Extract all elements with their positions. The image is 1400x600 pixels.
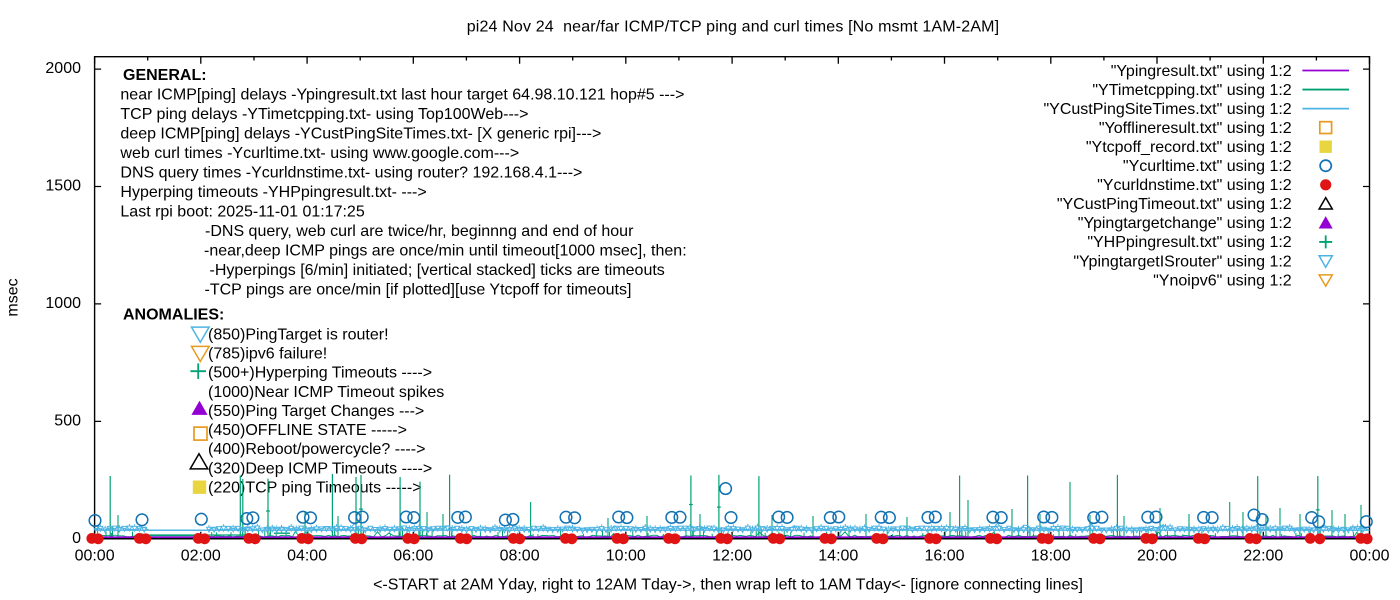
svg-text:"YCustPingSiteTimes.txt" using: "YCustPingSiteTimes.txt" using 1:2 xyxy=(1043,101,1291,118)
svg-text:-DNS query, web curl are twice: -DNS query, web curl are twice/hr, begin… xyxy=(205,223,634,240)
svg-text:18:00: 18:00 xyxy=(1031,548,1071,565)
svg-text:02:00: 02:00 xyxy=(181,548,221,565)
svg-text:22:00: 22:00 xyxy=(1243,548,1283,565)
svg-text:Hyperping timeouts -YHPpingres: Hyperping timeouts -YHPpingresult.txt- -… xyxy=(120,184,426,201)
svg-text:"YTimetcpping.txt" using 1:2: "YTimetcpping.txt" using 1:2 xyxy=(1092,82,1291,99)
svg-text:"YpingtargetISrouter" using 1:: "YpingtargetISrouter" using 1:2 xyxy=(1073,253,1291,270)
svg-text:deep ICMP[ping] delays -YCustP: deep ICMP[ping] delays -YCustPingSiteTim… xyxy=(120,126,601,143)
svg-text:(320)Deep ICMP Timeouts ---->: (320)Deep ICMP Timeouts ----> xyxy=(208,460,432,477)
svg-text:1500: 1500 xyxy=(45,178,81,195)
svg-text:TCP ping delays -YTimetcpping.: TCP ping delays -YTimetcpping.txt- using… xyxy=(120,106,528,123)
svg-text:(785)ipv6 failure!: (785)ipv6 failure! xyxy=(208,345,327,362)
svg-text:14:00: 14:00 xyxy=(818,548,858,565)
svg-text:"Ytcpoff_record.txt" using 1:2: "Ytcpoff_record.txt" using 1:2 xyxy=(1086,139,1292,156)
svg-text:(450)OFFLINE STATE ----->: (450)OFFLINE STATE -----> xyxy=(208,422,407,439)
svg-text:500: 500 xyxy=(54,412,81,429)
svg-text:"Yofflineresult.txt" using 1:2: "Yofflineresult.txt" using 1:2 xyxy=(1099,120,1292,137)
svg-text:(550)Ping Target Changes --->: (550)Ping Target Changes ---> xyxy=(208,403,424,420)
svg-text:GENERAL:: GENERAL: xyxy=(123,67,207,84)
svg-text:"Ycurldnstime.txt" using 1:2: "Ycurldnstime.txt" using 1:2 xyxy=(1097,177,1292,194)
svg-text:-TCP pings are once/min [if pl: -TCP pings are once/min [if plotted][use… xyxy=(205,282,632,299)
svg-text:1000: 1000 xyxy=(45,295,81,312)
svg-text:"Ycurltime.txt" using 1:2: "Ycurltime.txt" using 1:2 xyxy=(1123,158,1292,175)
svg-text:08:00: 08:00 xyxy=(500,548,540,565)
svg-text:"YHPpingresult.txt" using 1:2: "YHPpingresult.txt" using 1:2 xyxy=(1087,234,1291,251)
svg-text:(220)TCP ping Timeouts ----->: (220)TCP ping Timeouts -----> xyxy=(208,480,422,497)
svg-text:12:00: 12:00 xyxy=(712,548,752,565)
svg-text:04:00: 04:00 xyxy=(287,548,327,565)
svg-text:10:00: 10:00 xyxy=(606,548,646,565)
svg-text:near ICMP[ping] delays -Ypingr: near ICMP[ping] delays -Ypingresult.txt … xyxy=(120,87,684,104)
svg-text:06:00: 06:00 xyxy=(393,548,433,565)
svg-text:(500+)Hyperping Timeouts ---->: (500+)Hyperping Timeouts ----> xyxy=(208,365,432,382)
svg-text:msec: msec xyxy=(5,278,22,316)
svg-text:16:00: 16:00 xyxy=(924,548,964,565)
svg-text:DNS query times -Ycurldnstime.: DNS query times -Ycurldnstime.txt- using… xyxy=(120,165,582,182)
svg-text:ANOMALIES:: ANOMALIES: xyxy=(123,307,224,324)
svg-text:"Ypingtargetchange" using 1:2: "Ypingtargetchange" using 1:2 xyxy=(1078,215,1292,232)
svg-text:-near,deep ICMP pings are once: -near,deep ICMP pings are once/min until… xyxy=(204,243,687,260)
svg-text:00:00: 00:00 xyxy=(1349,548,1389,565)
svg-text:"Ypingresult.txt" using 1:2: "Ypingresult.txt" using 1:2 xyxy=(1111,63,1292,80)
svg-text:(1000)Near ICMP Timeout spikes: (1000)Near ICMP Timeout spikes xyxy=(208,384,444,401)
svg-text:Last rpi boot: 2025-11-01 01:1: Last rpi boot: 2025-11-01 01:17:25 xyxy=(120,204,364,221)
svg-text:0: 0 xyxy=(72,530,81,547)
svg-text:(400)Reboot/powercycle? ---->: (400)Reboot/powercycle? ----> xyxy=(208,441,425,458)
svg-text:web curl times -Ycurltime.txt-: web curl times -Ycurltime.txt- using www… xyxy=(119,145,519,162)
svg-text:<-START at 2AM Yday, right to: <-START at 2AM Yday, right to 12AM Tday-… xyxy=(373,577,1083,594)
svg-text:(850)PingTarget is router!: (850)PingTarget is router! xyxy=(208,326,389,343)
svg-text:20:00: 20:00 xyxy=(1137,548,1177,565)
svg-text:-Hyperpings [6/min] initiated;: -Hyperpings [6/min] initiated; [vertical… xyxy=(210,262,665,279)
svg-text:00:00: 00:00 xyxy=(75,548,115,565)
svg-text:2000: 2000 xyxy=(45,60,81,77)
svg-text:"Ynoipv6" using 1:2: "Ynoipv6" using 1:2 xyxy=(1153,272,1292,289)
svg-text:"YCustPingTimeout.txt" using 1: "YCustPingTimeout.txt" using 1:2 xyxy=(1057,196,1292,213)
svg-text:pi24 Nov 24 near/far ICMP/TCP: pi24 Nov 24 near/far ICMP/TCP ping and c… xyxy=(467,19,1000,36)
